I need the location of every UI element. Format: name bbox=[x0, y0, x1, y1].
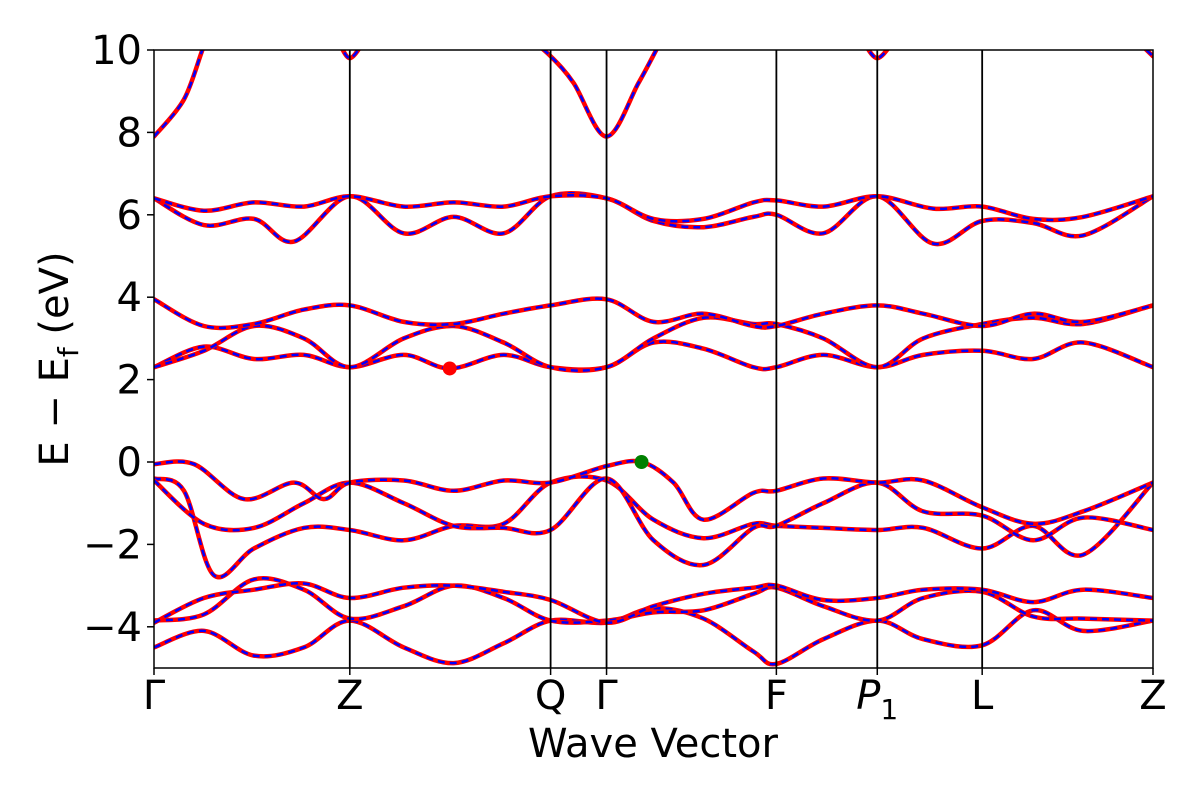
y-axis-label: E − Ef (eV) bbox=[32, 251, 85, 466]
band-line-solid-15 bbox=[1143, 50, 1153, 59]
y-tick-label-6: −2 bbox=[83, 522, 142, 568]
y-tick-label-1: 8 bbox=[117, 110, 142, 156]
x-axis-label: Wave Vector bbox=[528, 721, 779, 767]
band-line-dashed-9 bbox=[154, 192, 1153, 246]
high-symmetry-lines bbox=[348, 50, 984, 668]
band-line-dashed-4 bbox=[154, 477, 1153, 567]
x-tick-label-3: Γ bbox=[595, 673, 618, 719]
band-line-dashed-11 bbox=[154, 50, 204, 138]
x-tick-label-4: F bbox=[765, 673, 788, 719]
band-edge-marker-1 bbox=[634, 455, 649, 469]
y-axis-ticks: 10 8 6 4 2 0 −2 −4 bbox=[83, 28, 154, 651]
band-line-dashed-13 bbox=[541, 50, 658, 138]
band-line-dashed-8 bbox=[154, 297, 1153, 330]
band-line-solid-11 bbox=[154, 50, 205, 139]
band-line-solid-8 bbox=[154, 296, 1153, 331]
y-tick-label-2: 6 bbox=[117, 193, 142, 239]
x-tick-label-6: L bbox=[971, 673, 994, 719]
x-axis-ticks: Γ Z Q Γ F P1 L Z bbox=[143, 668, 1167, 726]
x-tick-label-1: Z bbox=[336, 673, 363, 719]
y-tick-label-3: 4 bbox=[117, 275, 142, 321]
band-line-solid-0 bbox=[154, 605, 1153, 667]
y-tick-label-5: 0 bbox=[117, 440, 142, 486]
y-axis-label-unit: (eV) bbox=[32, 251, 78, 347]
band-line-dashed-6 bbox=[154, 340, 1153, 371]
band-line-solid-13 bbox=[540, 50, 659, 139]
band-edge-marker-0 bbox=[442, 361, 457, 376]
y-axis-label-sub: f bbox=[52, 346, 85, 357]
band-line-dashed-15 bbox=[1144, 50, 1153, 58]
x-tick-label-0: Γ bbox=[143, 673, 166, 719]
band-line-dashed-3 bbox=[154, 475, 1153, 579]
band-line-dashed-10 bbox=[154, 194, 1153, 223]
x-tick-label-5: P1 bbox=[856, 673, 898, 726]
x-tick-label-7: Z bbox=[1139, 673, 1166, 719]
band-line-solid-5 bbox=[154, 458, 1153, 527]
markers-layer bbox=[442, 361, 649, 469]
y-tick-label-4: 2 bbox=[117, 358, 142, 404]
band-line-dashed-0 bbox=[154, 606, 1153, 666]
bands-layer bbox=[154, 50, 1153, 667]
y-axis-label-main: E − E bbox=[32, 357, 78, 467]
x-tick-label-2: Q bbox=[535, 673, 566, 719]
y-tick-label-0: 10 bbox=[91, 28, 142, 74]
y-tick-label-7: −4 bbox=[83, 605, 142, 651]
band-line-dashed-2 bbox=[154, 582, 1153, 624]
plot-frame bbox=[153, 49, 1154, 669]
